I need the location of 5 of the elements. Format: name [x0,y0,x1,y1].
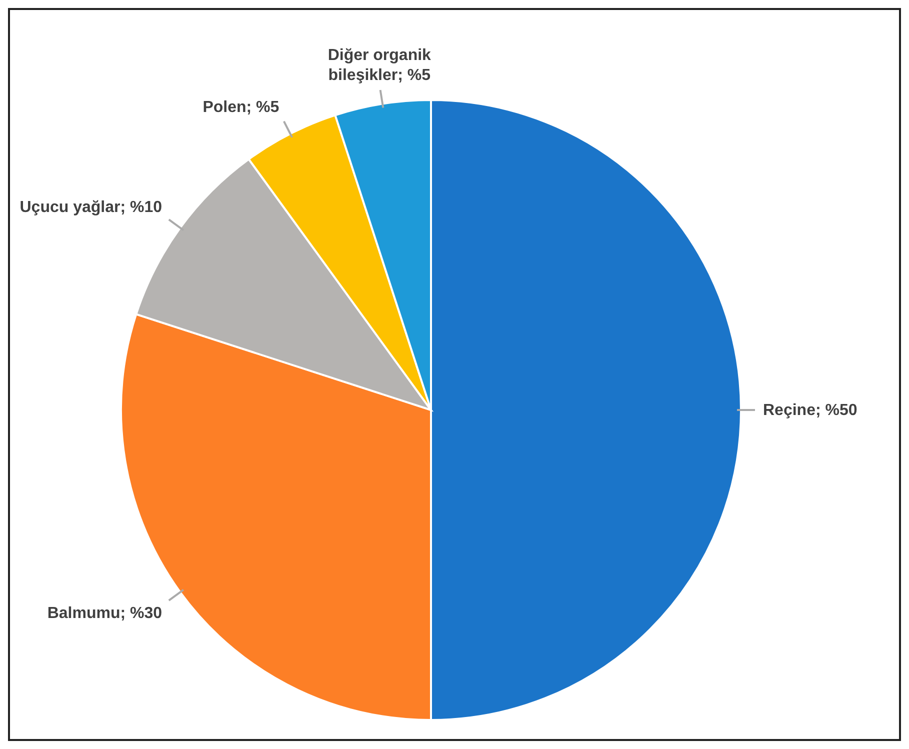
slice-label: Diğer organik bileşikler; %5 [328,47,432,84]
slice-label: Uçucu yağlar; %10 [20,199,162,216]
slice-label: Reçine; %50 [763,402,858,419]
slice-label: Balmumu; %30 [47,604,162,622]
slice-label: Polen; %5 [202,98,280,116]
